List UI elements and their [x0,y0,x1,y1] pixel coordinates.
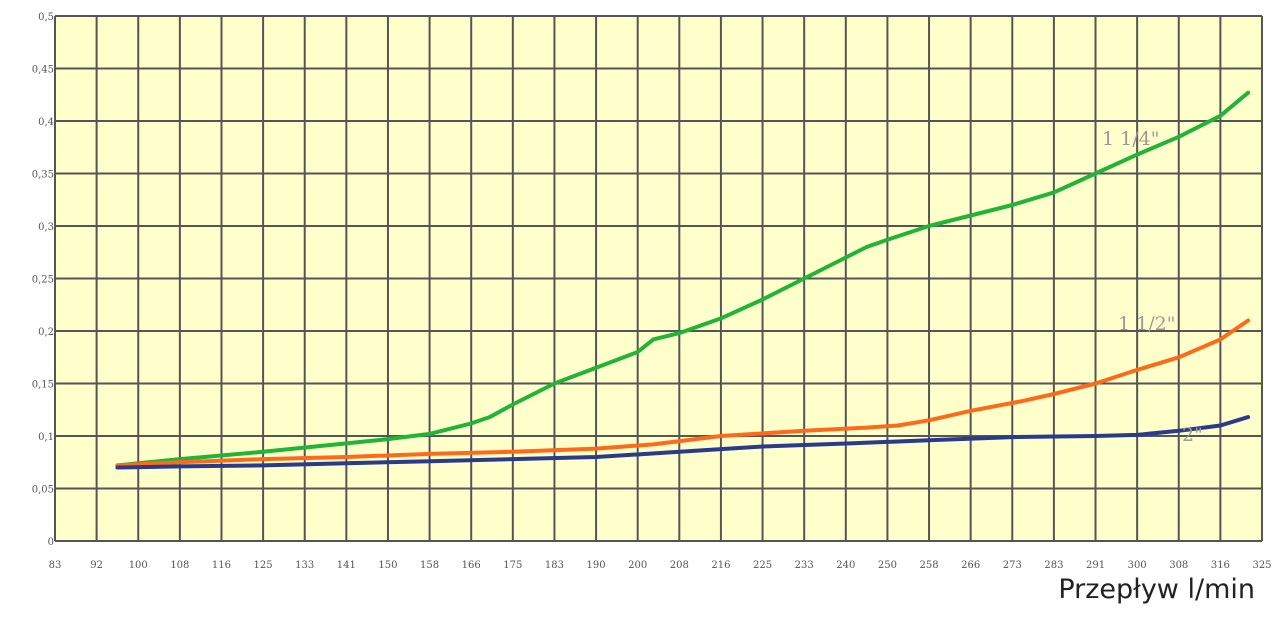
x-tick-label: 300 [1128,560,1147,571]
x-tick-label: 291 [1086,560,1105,571]
x-tick-label: 258 [919,560,938,571]
series-label-1-1-4: 1 1/4" [1102,128,1159,150]
y-tick-label: 0,05 [32,485,54,496]
x-tick-label: 216 [711,560,730,571]
y-tick-label: 0,4 [38,117,54,128]
x-tick-label: 116 [212,560,231,571]
y-tick-label: 0,25 [32,275,54,286]
x-tick-label: 283 [1044,560,1063,571]
x-tick-label: 266 [961,560,980,571]
x-tick-label: 150 [378,560,397,571]
x-axis-label: Przepływ l/min [1058,574,1255,605]
x-tick-label: 158 [420,560,439,571]
x-tick-label: 325 [1252,560,1271,571]
axis-ticks: 83 92 100 108 116 125 133 141 150 158 166 175 183 190… [32,12,1272,571]
x-tick-label: 183 [545,560,564,571]
y-tick-label: 0,1 [38,432,54,443]
x-tick-label: 233 [795,560,814,571]
x-tick-label: 108 [170,560,189,571]
x-tick-label: 308 [1169,560,1188,571]
y-tick-label: 0,3 [38,222,54,233]
x-tick-label: 83 [49,560,62,571]
x-tick-label: 240 [836,560,855,571]
x-tick-label: 141 [337,560,356,571]
y-tick-label: 0 [48,537,54,548]
x-tick-label: 225 [753,560,772,571]
x-tick-label: 273 [1003,560,1022,571]
x-tick-label: 200 [628,560,647,571]
y-tick-label: 0,15 [32,380,54,391]
series-line-0 [115,90,1251,468]
x-tick-label: 190 [587,560,606,571]
series-line-1 [115,318,1251,468]
series-label-1-1-2: 1 1/2" [1118,313,1175,335]
x-tick-label: 316 [1211,560,1230,571]
x-tick-label: 166 [462,560,481,571]
x-tick-label: 208 [670,560,689,571]
series-lines [115,90,1251,470]
x-tick-label: 133 [295,560,314,571]
x-tick-label: 175 [503,560,522,571]
x-tick-label: 92 [90,560,103,571]
x-tick-label: 250 [878,560,897,571]
y-tick-label: 0,35 [32,170,54,181]
series-line-2 [115,415,1251,470]
x-tick-label: 100 [129,560,148,571]
series-label-2: 2" [1182,424,1203,446]
x-tick-label: 125 [254,560,273,571]
y-tick-label: 0,5 [38,12,54,23]
y-tick-label: 0,2 [38,327,54,338]
y-tick-label: 0,45 [32,65,54,76]
